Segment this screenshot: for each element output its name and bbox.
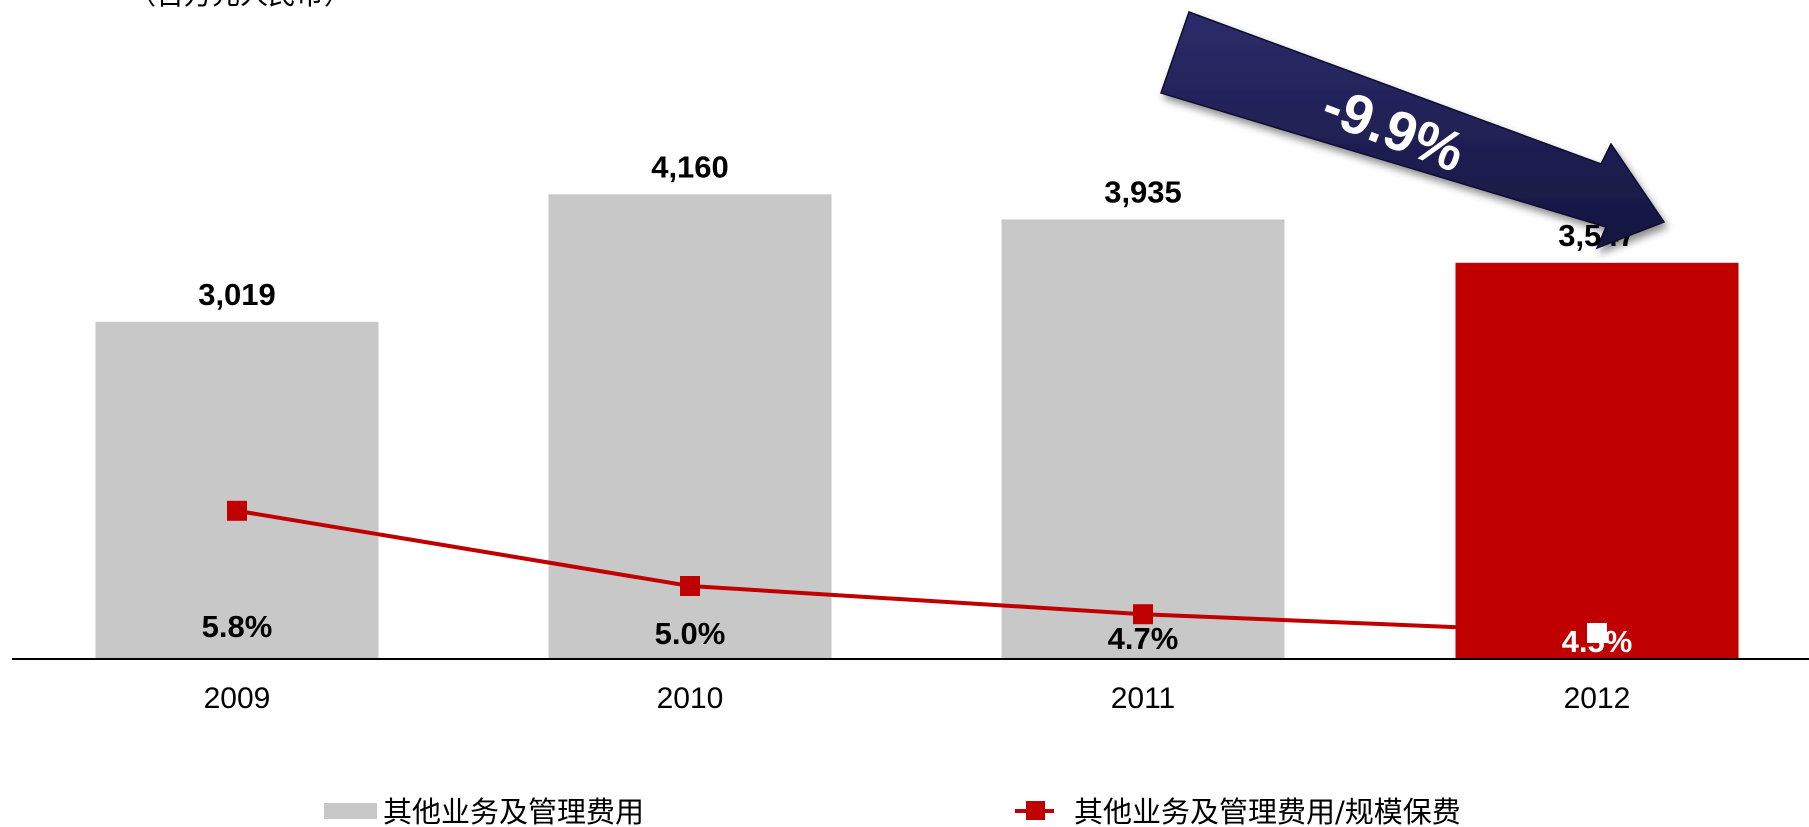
ratio-line-series <box>227 500 1607 643</box>
bar-value-label-2010: 4,160 <box>651 149 729 184</box>
ratio-marker-2010 <box>680 576 700 596</box>
ratio-line-path <box>236 508 1598 635</box>
chart-subtitle: （百万元人民币） <box>128 0 352 11</box>
bar-2012 <box>1455 262 1739 659</box>
bar-2009 <box>95 321 379 659</box>
legend: 其他业务及管理费用 其他业务及管理费用/规模保费 <box>324 795 1461 827</box>
ratio-marker-2009 <box>227 500 247 521</box>
category-label-2010: 2010 <box>657 682 724 715</box>
bar-2011 <box>1001 219 1285 659</box>
ratio-label-2009: 5.8% <box>202 609 273 644</box>
legend-bar-swatch <box>324 803 377 819</box>
bar-value-label-2011: 3,935 <box>1104 174 1182 209</box>
ratio-labels: 5.8% 5.0% 4.7% 4.5% <box>202 609 1633 659</box>
legend-bar-label: 其他业务及管理费用 <box>383 795 644 827</box>
bar-value-label-2009: 3,019 <box>198 277 276 312</box>
category-label-2011: 2011 <box>1111 682 1176 715</box>
decline-arrow: -9.9% <box>1160 11 1666 250</box>
ratio-label-2010: 5.0% <box>655 616 726 651</box>
category-label-2009: 2009 <box>204 682 271 715</box>
ratio-marker-2011 <box>1133 604 1153 625</box>
legend-line-marker <box>1026 801 1045 820</box>
ratio-label-2011: 4.7% <box>1108 621 1179 656</box>
category-label-2012: 2012 <box>1564 682 1631 715</box>
ratio-label-2012: 4.5% <box>1562 624 1633 659</box>
legend-line-label: 其他业务及管理费用/规模保费 <box>1074 795 1461 827</box>
ratio-marker-2012 <box>1587 623 1607 643</box>
category-labels: 2009 2010 2011 2012 <box>204 682 1631 715</box>
bar-series <box>95 194 1739 659</box>
